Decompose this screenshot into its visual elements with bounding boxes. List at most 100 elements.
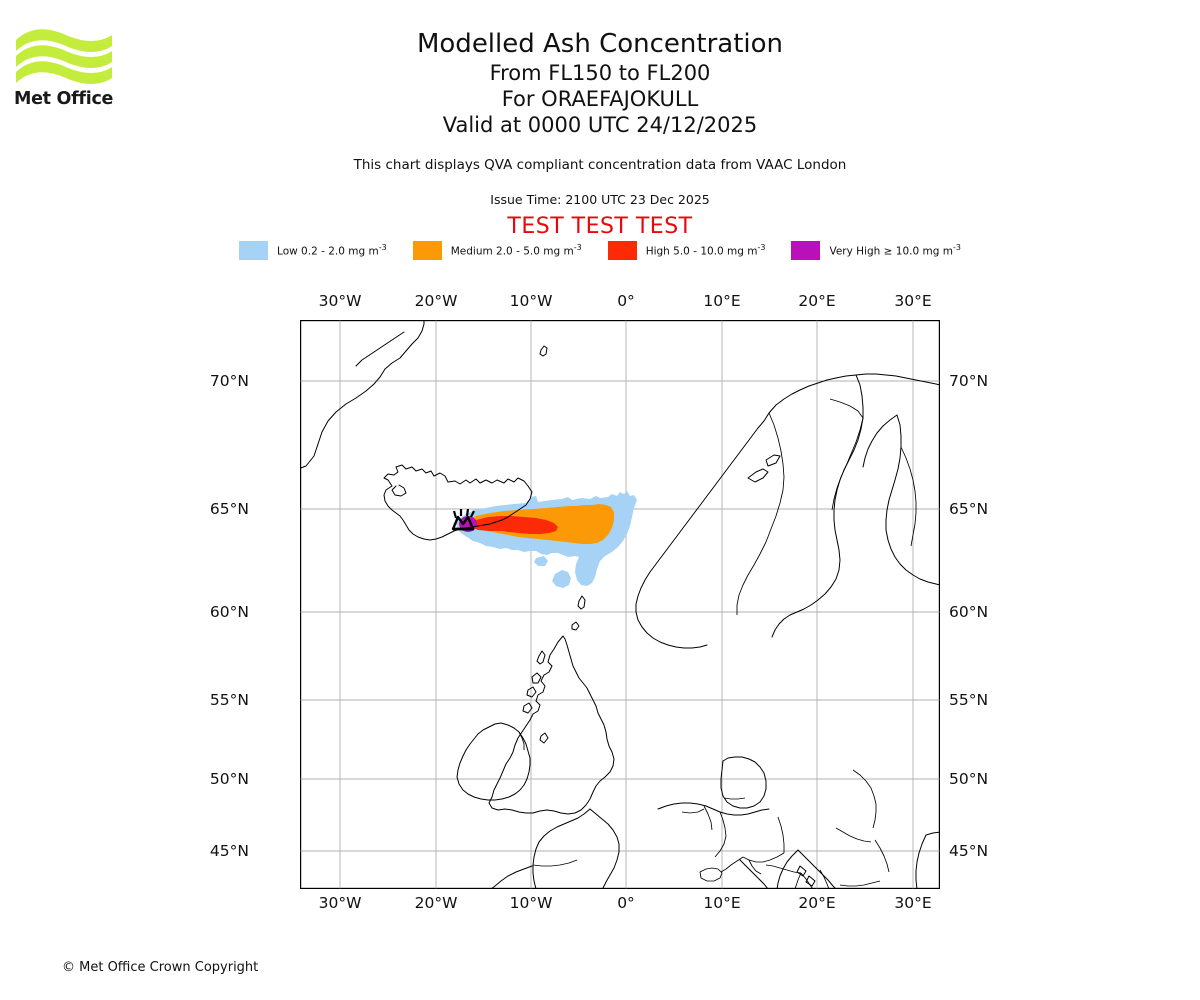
- coastline-finland: [862, 414, 940, 586]
- legend-swatch-medium: [412, 241, 442, 260]
- lon-tick-top-1: 20°W: [414, 292, 458, 310]
- plume-low-speck-b: [580, 548, 594, 559]
- coastline-isle-of-man: [539, 732, 549, 744]
- legend-label-high: High 5.0 - 10.0 mg m-3: [645, 243, 766, 258]
- test-banner: TEST TEST TEST: [507, 214, 693, 239]
- border-germany-poland: [777, 816, 785, 853]
- map-frame: [300, 320, 940, 889]
- lon-tick-bottom-4: 10°E: [703, 894, 741, 912]
- coastlines-layer: [300, 320, 940, 889]
- plume-low-speck-a: [534, 556, 548, 566]
- concentration-legend: Low 0.2 - 2.0 mg m-3 Medium 2.0 - 5.0 mg…: [0, 241, 1200, 260]
- border-denmark-germany: [723, 797, 746, 800]
- coastline-skye: [531, 672, 542, 684]
- met-office-wordmark: Met Office: [14, 89, 114, 109]
- flight-level-line: From FL150 to FL200: [489, 61, 711, 85]
- lon-tick-top-3: 0°: [617, 292, 635, 310]
- graticule: [300, 320, 940, 889]
- legend-label-low: Low 0.2 - 2.0 mg m-3: [277, 243, 387, 258]
- coastline-low-countries: [657, 802, 770, 816]
- lon-tick-bottom-3: 0°: [617, 894, 635, 912]
- lat-tick-right-1: 65°N: [949, 500, 989, 518]
- lat-tick-left-1: 65°N: [209, 500, 249, 518]
- legend-item-very-high: Very High ≥ 10.0 mg m-3: [791, 241, 961, 260]
- border-belgium-netherlands: [681, 808, 705, 814]
- border-hungary-romania: [819, 869, 830, 889]
- coastline-denmark: [720, 756, 767, 809]
- qva-note: This chart displays QVA compliant concen…: [353, 157, 847, 173]
- border-poland-belarus: [835, 827, 872, 843]
- coastline-hebrides: [536, 650, 546, 665]
- met-office-wave-icon: [16, 29, 112, 85]
- coastline-iceland-westfjords: [391, 484, 407, 497]
- lon-tick-top-2: 10°W: [509, 292, 553, 310]
- lon-tick-top-6: 30°E: [894, 292, 932, 310]
- map-canvas: [300, 320, 940, 889]
- border-sweden-finland: [831, 417, 864, 511]
- coastline-great-britain: [488, 635, 615, 815]
- lon-tick-top-0: 30°W: [318, 292, 362, 310]
- legend-item-medium: Medium 2.0 - 5.0 mg m-3: [412, 241, 582, 260]
- volcano-name-line: For ORAEFAJOKULL: [501, 87, 699, 111]
- lat-tick-right-0: 70°N: [949, 372, 989, 390]
- legend-label-medium: Medium 2.0 - 5.0 mg m-3: [450, 243, 582, 258]
- legend-swatch-very-high: [791, 241, 821, 260]
- border-france-germany: [714, 811, 727, 858]
- coastline-norway: [635, 373, 940, 649]
- border-switzerland: [699, 867, 723, 882]
- legend-item-low: Low 0.2 - 2.0 mg m-3: [239, 241, 387, 260]
- lon-tick-top-5: 20°E: [798, 292, 836, 310]
- lon-tick-top-4: 10°E: [703, 292, 741, 310]
- lon-tick-bottom-2: 10°W: [509, 894, 553, 912]
- coastline-italy-north: [739, 859, 769, 889]
- border-baltic-states: [852, 769, 877, 829]
- lat-tick-right-3: 55°N: [949, 691, 989, 709]
- legend-swatch-high: [607, 241, 637, 260]
- border-spain-france: [532, 859, 578, 867]
- coastline-orkney: [571, 621, 580, 631]
- lat-tick-right-2: 60°N: [949, 603, 989, 621]
- border-norway-sweden: [736, 412, 785, 615]
- page-title: Modelled Ash Concentration: [416, 29, 784, 59]
- border-germany-austria: [720, 856, 744, 873]
- border-czech-austria: [748, 859, 762, 875]
- chart-title-block: Modelled Ash Concentration From FL150 to…: [0, 28, 1200, 138]
- lat-tick-left-0: 70°N: [209, 372, 249, 390]
- border-belarus-ukraine: [874, 839, 890, 873]
- border-netherlands-germany: [703, 805, 713, 831]
- coastline-greenland-fjords: [355, 331, 405, 367]
- coastline-faroes: [539, 345, 548, 357]
- copyright-notice: © Met Office Crown Copyright: [62, 960, 259, 975]
- plume-low-tail: [552, 570, 571, 588]
- coastline-shetland: [577, 595, 586, 610]
- volcano-marker-oraefajokull: [451, 508, 475, 531]
- plume-high-core: [470, 521, 516, 531]
- lon-tick-bottom-0: 30°W: [318, 894, 362, 912]
- coastline-greenland: [300, 320, 425, 469]
- border-finland-russia: [900, 446, 917, 547]
- lat-tick-right-4: 50°N: [949, 770, 989, 788]
- border-norway-finland: [829, 398, 864, 419]
- coastline-iberia: [490, 865, 533, 889]
- coastline-islay: [522, 702, 533, 714]
- coastline-sweden-east: [771, 374, 864, 638]
- lat-tick-left-4: 50°N: [209, 770, 249, 788]
- ash-concentration-map: [300, 320, 940, 889]
- legend-item-high: High 5.0 - 10.0 mg m-3: [607, 241, 766, 260]
- valid-time-line: Valid at 0000 UTC 24/12/2025: [442, 113, 758, 137]
- coastline-mull: [526, 686, 537, 698]
- coastline-ireland: [456, 722, 531, 801]
- coastline-lofoten: [747, 468, 769, 483]
- lat-tick-left-3: 55°N: [209, 691, 249, 709]
- legend-label-very-high: Very High ≥ 10.0 mg m-3: [829, 243, 961, 258]
- legend-swatch-low: [239, 241, 269, 260]
- coastline-iceland: [383, 464, 533, 541]
- border-austria-hungary: [765, 864, 802, 874]
- coastline-vesteralen: [765, 454, 781, 467]
- ash-plume: [456, 491, 637, 588]
- border-balkans: [794, 872, 814, 889]
- lon-tick-bottom-5: 20°E: [798, 894, 836, 912]
- country-borders-layer: [518, 398, 917, 889]
- border-uk-ireland: [518, 731, 525, 750]
- lon-tick-bottom-1: 20°W: [414, 894, 458, 912]
